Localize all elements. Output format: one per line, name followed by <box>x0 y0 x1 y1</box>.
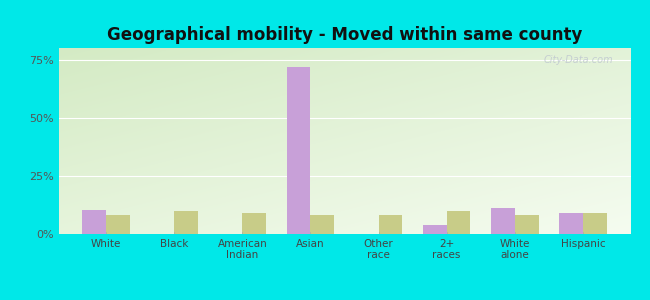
Bar <box>378 215 402 234</box>
Text: City-Data.com: City-Data.com <box>543 56 614 65</box>
Bar <box>491 208 515 234</box>
Bar <box>559 213 583 234</box>
Title: Geographical mobility - Moved within same county: Geographical mobility - Moved within sam… <box>107 26 582 44</box>
Bar <box>311 215 334 234</box>
Bar <box>422 225 447 234</box>
Bar <box>515 215 539 234</box>
Bar <box>287 67 311 234</box>
Bar <box>447 211 471 234</box>
Bar <box>174 211 198 234</box>
Bar <box>83 210 106 234</box>
Bar <box>242 213 266 234</box>
Bar <box>583 213 606 234</box>
Bar <box>106 215 130 234</box>
